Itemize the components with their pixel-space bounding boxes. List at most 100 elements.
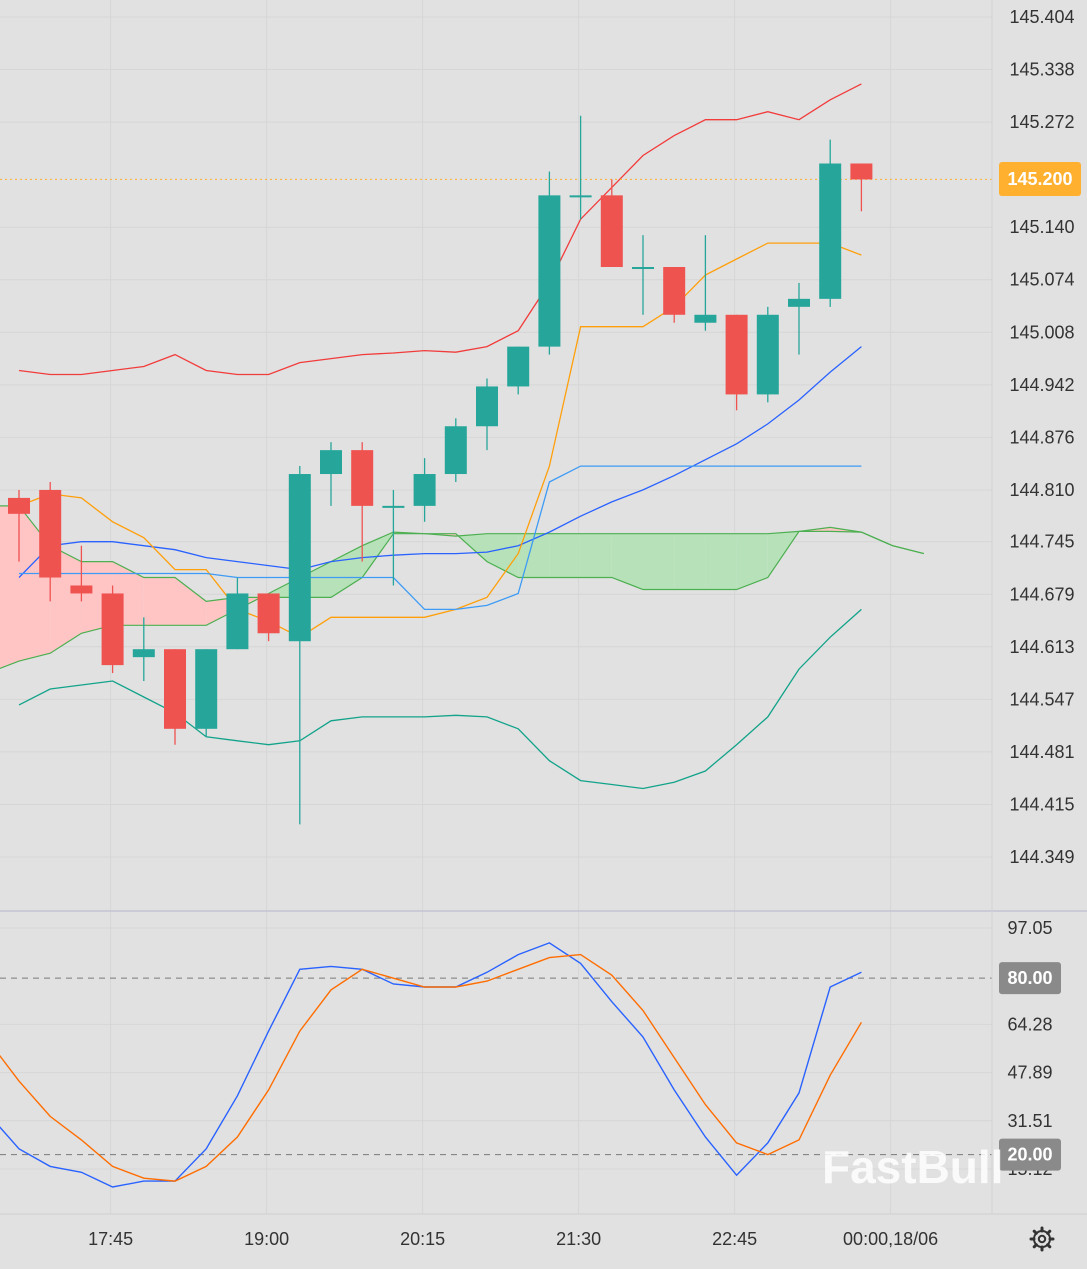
time-tick-label: 21:30 — [556, 1229, 601, 1249]
candle — [39, 481, 62, 602]
candle — [569, 115, 592, 220]
cloud-segment — [705, 533, 737, 590]
candle — [8, 489, 30, 562]
price-tick-label: 145.140 — [1009, 217, 1074, 237]
candle — [195, 649, 218, 737]
cloud-segment — [143, 577, 175, 626]
price-tick-label: 145.008 — [1009, 322, 1074, 342]
candle-body — [819, 163, 842, 299]
candle — [694, 235, 717, 331]
candle — [351, 442, 374, 562]
bollinger-middle-line — [18, 346, 862, 578]
candle-body — [756, 314, 779, 395]
candle-body — [413, 474, 436, 506]
cloud-segment — [487, 533, 519, 578]
kijun-line — [19, 465, 862, 611]
candle-body — [476, 386, 498, 427]
price-indicators — [0, 83, 992, 790]
candle-body — [507, 346, 530, 387]
candlestick-series[interactable] — [8, 115, 873, 825]
time-tick-label: 19:00 — [244, 1229, 289, 1249]
settings-button[interactable] — [1029, 1226, 1055, 1252]
price-tick-label: 144.745 — [1009, 532, 1074, 552]
stoch-level-badge-label: 80.00 — [1007, 968, 1052, 988]
candle-body — [164, 649, 186, 729]
candle-body — [288, 474, 311, 642]
candle — [413, 458, 436, 522]
candle-body — [600, 195, 623, 268]
stoch-tick-label: 47.89 — [1007, 1063, 1052, 1083]
candle-body — [320, 450, 342, 475]
candle-body — [351, 450, 374, 506]
cloud-segment — [175, 577, 207, 626]
bollinger-upper-line — [18, 83, 862, 376]
price-badge-bg — [999, 162, 1081, 196]
candle — [257, 593, 280, 642]
stoch-level-badge: 20.00 — [999, 1138, 1061, 1171]
candle-body — [632, 267, 654, 270]
tenkan-line — [18, 242, 862, 638]
candle — [663, 267, 686, 323]
gear-icon — [1029, 1226, 1055, 1252]
cloud-segment — [549, 533, 581, 578]
candle-body — [850, 163, 873, 180]
price-tick-label: 144.679 — [1009, 584, 1074, 604]
candle — [288, 466, 311, 825]
price-badge-label: 145.200 — [1007, 169, 1072, 189]
time-tick-label: 17:45 — [88, 1229, 133, 1249]
stoch-d-line — [0, 953, 863, 1182]
price-tick-label: 145.272 — [1009, 112, 1074, 132]
cloud-segment — [674, 533, 706, 590]
price-tick-label: 145.338 — [1009, 60, 1074, 80]
watermark: FastBull — [822, 1141, 1003, 1193]
candle — [320, 442, 342, 506]
candle-body — [101, 593, 124, 666]
stoch-level-badge-label: 20.00 — [1007, 1145, 1052, 1165]
candle — [632, 235, 654, 315]
candle-body — [226, 593, 249, 650]
candle — [788, 282, 810, 355]
candle-body — [382, 505, 405, 508]
time-tick-label: 20:15 — [400, 1229, 445, 1249]
time-tick-label: 00:00,18/06 — [843, 1229, 938, 1249]
candle-body — [725, 314, 748, 395]
candle — [756, 306, 779, 403]
stochastic-panel — [0, 942, 992, 1188]
candle-body — [70, 585, 93, 594]
candle — [382, 489, 405, 586]
candle — [600, 179, 623, 268]
price-tick-label: 144.415 — [1009, 794, 1074, 814]
candle-body — [195, 649, 218, 729]
candle — [819, 139, 842, 307]
candle-body — [8, 497, 30, 514]
candle-body — [39, 489, 62, 578]
stoch-tick-label: 31.51 — [1007, 1111, 1052, 1131]
candle — [538, 171, 561, 355]
candle — [850, 163, 873, 212]
candle-body — [694, 314, 717, 323]
candle — [476, 378, 498, 451]
candle-body — [444, 426, 467, 475]
ichimoku-cloud — [0, 505, 924, 670]
stoch-tick-label: 97.05 — [1007, 918, 1052, 938]
cloud-segment — [0, 505, 19, 669]
stoch-level-badge-bg — [999, 1138, 1061, 1171]
candle — [164, 649, 186, 745]
cloud-segment — [611, 533, 643, 590]
candle-body — [538, 195, 561, 347]
candle — [226, 577, 249, 650]
price-tick-label: 144.349 — [1009, 847, 1074, 867]
price-tick-label: 144.942 — [1009, 375, 1074, 395]
candle — [444, 418, 467, 482]
price-tick-label: 144.810 — [1009, 480, 1074, 500]
price-tick-label: 145.074 — [1009, 270, 1074, 290]
price-tick-label: 144.613 — [1009, 637, 1074, 657]
time-tick-label: 22:45 — [712, 1229, 757, 1249]
candle — [70, 545, 93, 602]
candle — [725, 314, 748, 411]
price-tick-label: 144.547 — [1009, 689, 1074, 709]
